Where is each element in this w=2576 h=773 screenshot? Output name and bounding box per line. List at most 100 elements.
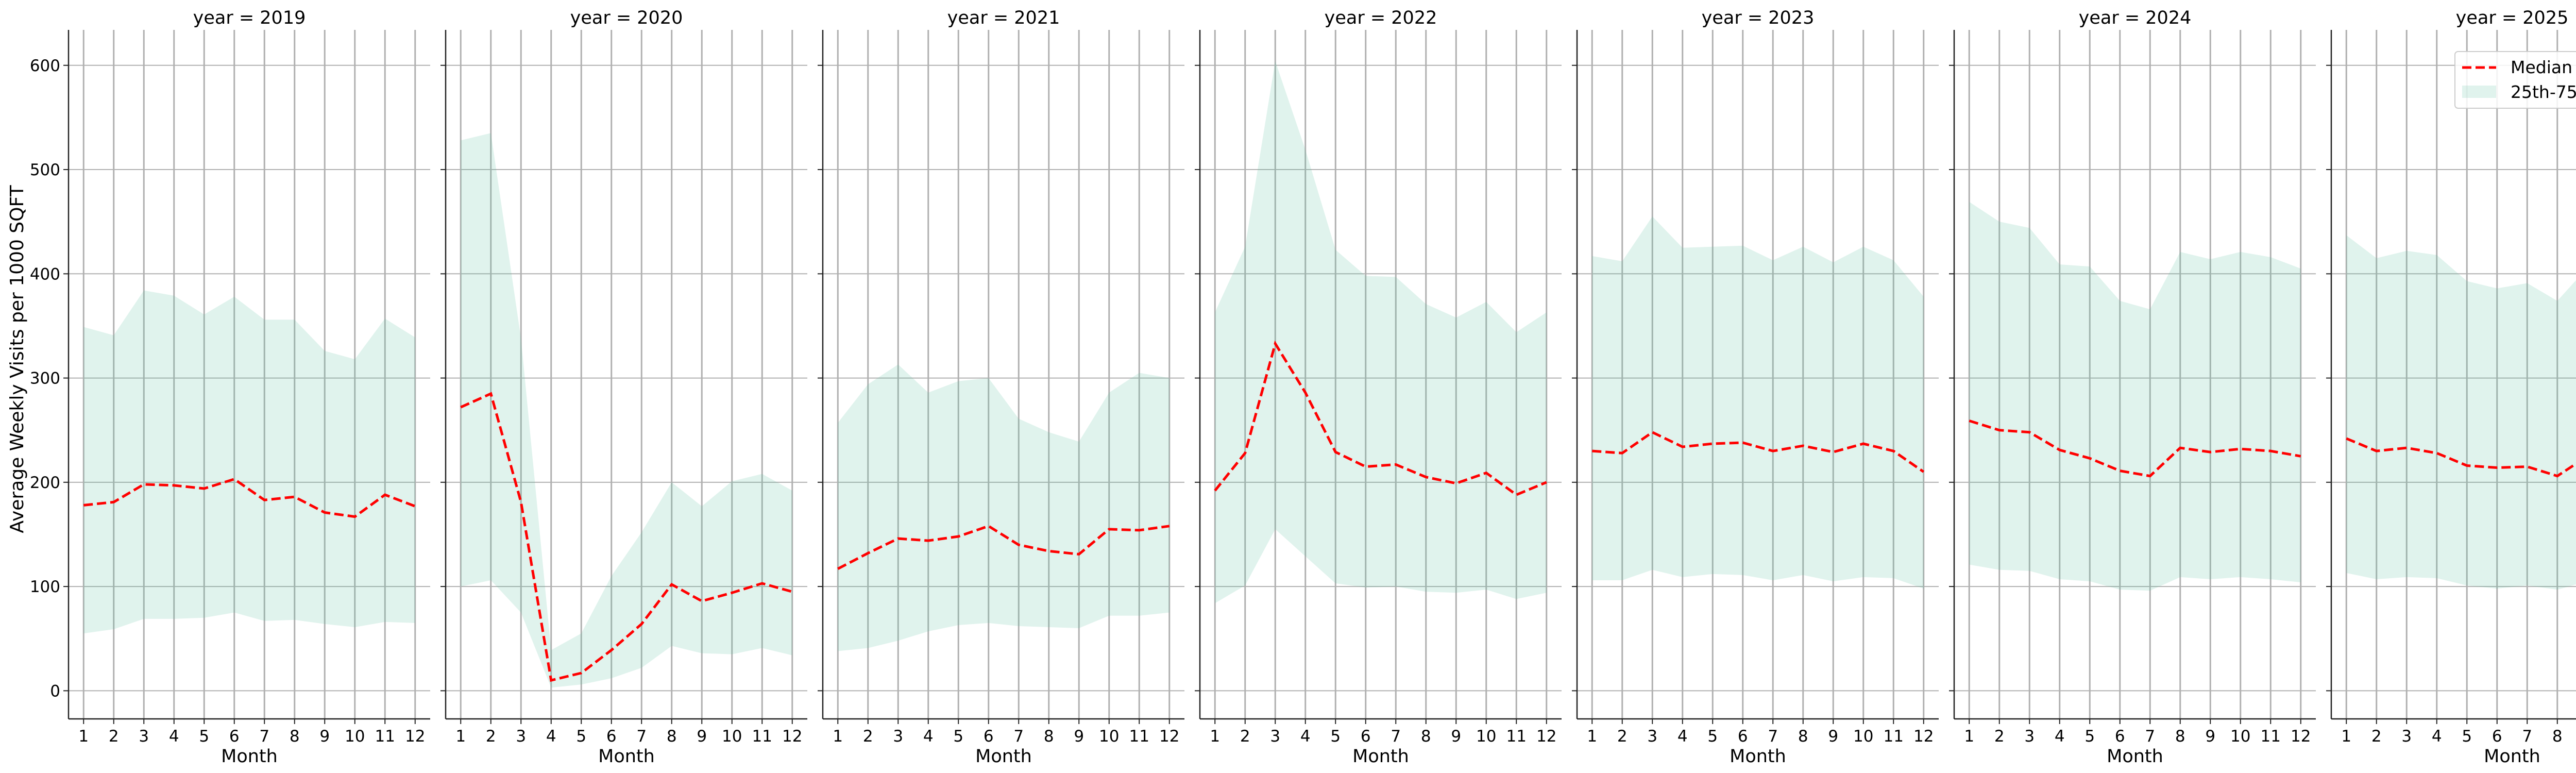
x-tick-label: 10 bbox=[2230, 727, 2250, 746]
x-tick-label: 12 bbox=[405, 727, 425, 746]
x-tick-label: 9 bbox=[1074, 727, 1084, 746]
x-tick-label: 2 bbox=[109, 727, 119, 746]
x-tick-label: 8 bbox=[1421, 727, 1431, 746]
x-tick-label: 11 bbox=[2261, 727, 2281, 746]
x-tick-label: 11 bbox=[1884, 727, 1904, 746]
x-tick-label: 4 bbox=[1677, 727, 1688, 746]
x-tick-label: 12 bbox=[1159, 727, 1179, 746]
x-tick-label: 3 bbox=[893, 727, 903, 746]
x-axis-label: Month bbox=[2484, 746, 2540, 767]
x-tick-label: 7 bbox=[2522, 727, 2532, 746]
x-tick-label: 9 bbox=[2205, 727, 2215, 746]
x-tick-label: 12 bbox=[1913, 727, 1934, 746]
x-tick-label: 6 bbox=[1361, 727, 1371, 746]
panel-title: year = 2020 bbox=[570, 8, 683, 28]
percentile-band bbox=[1592, 216, 1924, 589]
y-tick-label: 100 bbox=[30, 578, 60, 596]
x-tick-label: 1 bbox=[78, 727, 89, 746]
y-tick-label: 500 bbox=[30, 161, 60, 179]
x-tick-label: 5 bbox=[2462, 727, 2472, 746]
x-tick-label: 8 bbox=[290, 727, 300, 746]
legend-band-swatch bbox=[2462, 86, 2496, 98]
x-tick-label: 7 bbox=[1768, 727, 1778, 746]
x-tick-label: 12 bbox=[1536, 727, 1556, 746]
median-line bbox=[1969, 419, 2301, 478]
median-line bbox=[2346, 437, 2576, 478]
y-tick-label: 300 bbox=[30, 369, 60, 388]
x-tick-label: 4 bbox=[923, 727, 934, 746]
x-tick-label: 11 bbox=[375, 727, 395, 746]
panel-title: year = 2021 bbox=[947, 8, 1060, 28]
x-tick-label: 4 bbox=[2055, 727, 2065, 746]
x-tick-label: 5 bbox=[953, 727, 963, 746]
x-tick-label: 1 bbox=[2341, 727, 2351, 746]
y-axis-label: Average Weekly Visits per 1000 SQFT bbox=[7, 184, 28, 533]
legend: Median 25th-75th Percentile bbox=[2454, 51, 2576, 109]
panel-title: year = 2025 bbox=[2456, 8, 2569, 28]
y-tick-label: 600 bbox=[30, 57, 60, 75]
x-tick-label: 10 bbox=[722, 727, 742, 746]
x-tick-label: 6 bbox=[2115, 727, 2125, 746]
legend-median-label: Median bbox=[2511, 57, 2572, 77]
x-tick-label: 1 bbox=[1964, 727, 1974, 746]
x-tick-label: 4 bbox=[169, 727, 179, 746]
x-tick-label: 7 bbox=[2145, 727, 2155, 746]
x-tick-label: 5 bbox=[199, 727, 209, 746]
x-tick-label: 4 bbox=[1300, 727, 1311, 746]
x-tick-label: 3 bbox=[2401, 727, 2412, 746]
y-tick-label: 0 bbox=[50, 682, 60, 700]
x-axis-label: Month bbox=[221, 746, 278, 767]
median-line bbox=[83, 478, 416, 518]
x-tick-label: 6 bbox=[606, 727, 617, 746]
x-tick-label: 7 bbox=[1391, 727, 1401, 746]
x-tick-label: 4 bbox=[2432, 727, 2442, 746]
y-tick-label: 200 bbox=[30, 474, 60, 492]
legend-box bbox=[2454, 51, 2576, 109]
x-tick-label: 10 bbox=[1853, 727, 1873, 746]
x-tick-label: 2 bbox=[2371, 727, 2382, 746]
x-tick-label: 1 bbox=[833, 727, 843, 746]
x-tick-label: 3 bbox=[516, 727, 526, 746]
x-tick-label: 2 bbox=[1994, 727, 2005, 746]
x-tick-label: 5 bbox=[1330, 727, 1341, 746]
legend-band-label: 25th-75th Percentile bbox=[2511, 82, 2576, 102]
x-tick-label: 2 bbox=[863, 727, 873, 746]
x-tick-label: 3 bbox=[2024, 727, 2035, 746]
x-tick-label: 1 bbox=[1210, 727, 1220, 746]
x-tick-label: 6 bbox=[229, 727, 240, 746]
x-tick-label: 11 bbox=[752, 727, 772, 746]
x-tick-label: 3 bbox=[139, 727, 149, 746]
x-tick-label: 3 bbox=[1270, 727, 1280, 746]
x-tick-label: 4 bbox=[546, 727, 556, 746]
panel-title: year = 2024 bbox=[2079, 8, 2192, 28]
median-line bbox=[837, 525, 1170, 570]
median-line bbox=[1214, 340, 1547, 496]
x-tick-label: 11 bbox=[1129, 727, 1149, 746]
panel-title: year = 2023 bbox=[1702, 8, 1815, 28]
panel-title: year = 2019 bbox=[193, 8, 306, 28]
x-axis-label: Month bbox=[598, 746, 655, 767]
x-tick-label: 10 bbox=[1099, 727, 1119, 746]
percentile-band bbox=[838, 364, 1170, 651]
x-tick-label: 8 bbox=[2175, 727, 2185, 746]
median-line bbox=[460, 392, 793, 682]
panel-title: year = 2022 bbox=[1325, 8, 1437, 28]
x-axis-label: Month bbox=[1352, 746, 1409, 767]
x-tick-label: 8 bbox=[1798, 727, 1808, 746]
y-tick-label: 400 bbox=[30, 265, 60, 283]
x-tick-label: 3 bbox=[1647, 727, 1657, 746]
percentile-band bbox=[1215, 61, 1547, 603]
x-tick-label: 12 bbox=[2291, 727, 2311, 746]
percentile-band bbox=[83, 290, 415, 634]
percentile-band bbox=[2346, 235, 2576, 590]
x-tick-label: 9 bbox=[1828, 727, 1838, 746]
x-tick-label: 9 bbox=[697, 727, 707, 746]
x-tick-label: 9 bbox=[1451, 727, 1461, 746]
x-tick-label: 2 bbox=[1617, 727, 1628, 746]
percentile-band bbox=[1969, 201, 2301, 591]
